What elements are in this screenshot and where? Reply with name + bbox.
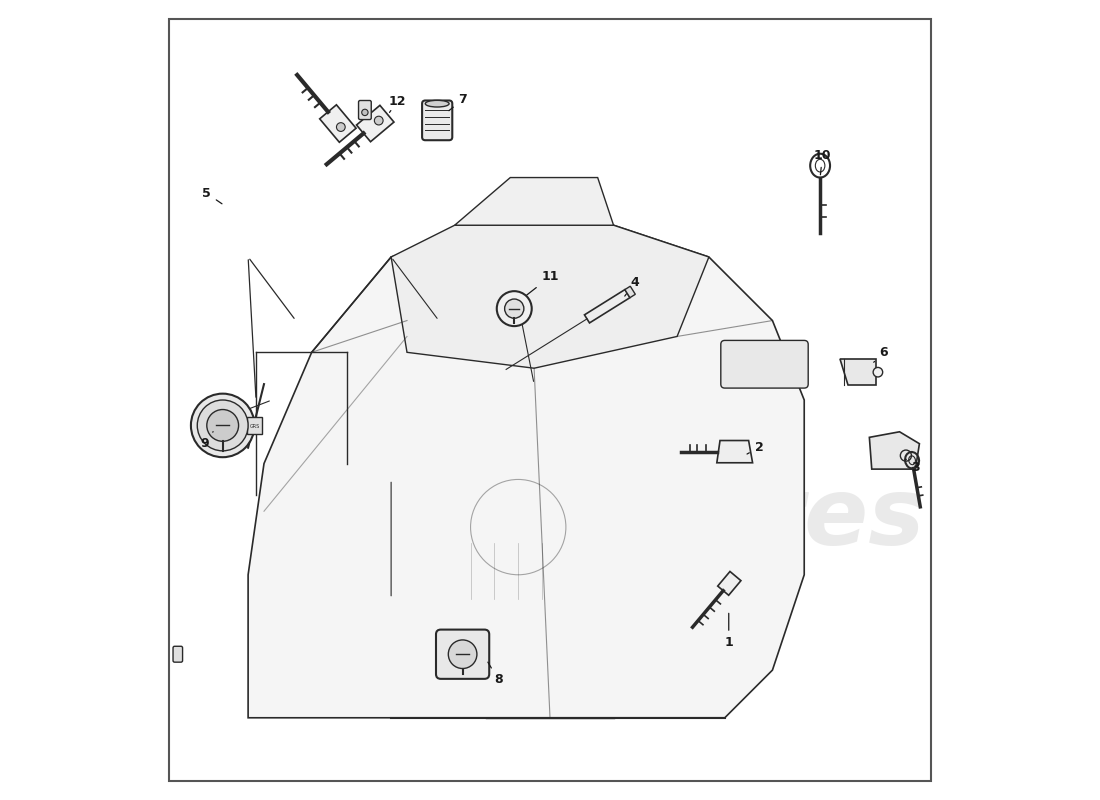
Polygon shape [869, 432, 920, 469]
Text: 9: 9 [200, 432, 213, 450]
Text: 12: 12 [388, 94, 406, 113]
Circle shape [337, 122, 345, 131]
Text: 10: 10 [814, 149, 832, 174]
Polygon shape [584, 290, 630, 323]
Polygon shape [320, 105, 356, 142]
Circle shape [505, 299, 524, 318]
Polygon shape [625, 286, 636, 298]
FancyBboxPatch shape [359, 101, 372, 119]
Text: 1: 1 [725, 614, 733, 649]
Text: 3: 3 [905, 459, 920, 474]
Polygon shape [249, 226, 804, 718]
Text: a passion for motor parts since 1985: a passion for motor parts since 1985 [249, 645, 607, 664]
Text: 5: 5 [202, 187, 222, 204]
Circle shape [497, 291, 531, 326]
Text: eurospares: eurospares [328, 473, 925, 565]
FancyBboxPatch shape [248, 417, 262, 434]
FancyBboxPatch shape [123, 646, 132, 662]
Polygon shape [356, 106, 394, 142]
FancyBboxPatch shape [422, 101, 452, 140]
Text: 11: 11 [527, 270, 559, 295]
Circle shape [374, 116, 383, 125]
FancyBboxPatch shape [720, 341, 808, 388]
Polygon shape [717, 441, 752, 462]
Circle shape [449, 640, 477, 669]
Polygon shape [717, 571, 741, 595]
Text: 2: 2 [747, 441, 763, 454]
Polygon shape [840, 359, 876, 385]
Polygon shape [454, 178, 614, 226]
Ellipse shape [426, 100, 449, 107]
Text: 4: 4 [625, 276, 639, 296]
Circle shape [362, 110, 369, 115]
Text: 6: 6 [873, 346, 888, 362]
Circle shape [191, 394, 254, 457]
Text: 7: 7 [449, 93, 468, 110]
Circle shape [197, 400, 249, 451]
Circle shape [873, 367, 882, 377]
FancyBboxPatch shape [173, 646, 183, 662]
Circle shape [207, 410, 239, 442]
Polygon shape [392, 226, 708, 368]
Text: 8: 8 [488, 662, 503, 686]
Text: GRS: GRS [250, 424, 261, 429]
FancyBboxPatch shape [436, 630, 490, 679]
